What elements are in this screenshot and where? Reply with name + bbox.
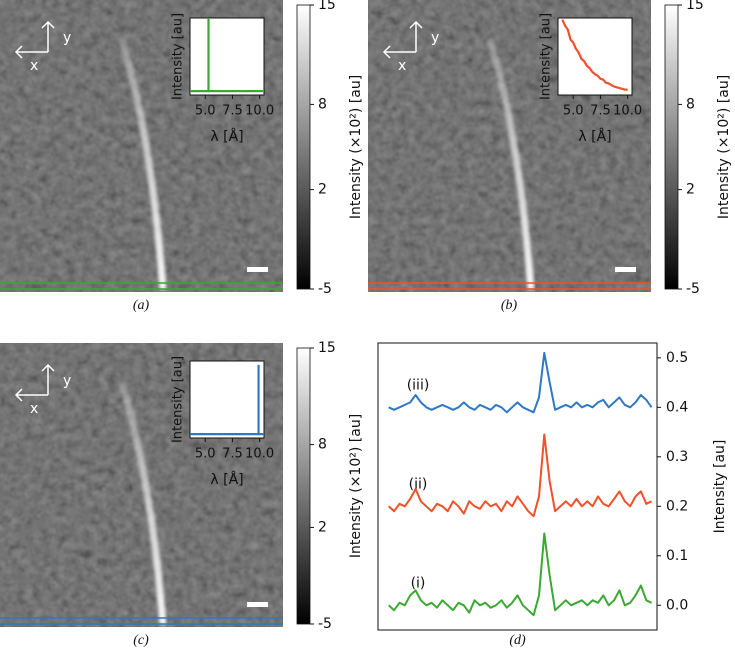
inset-line: [190, 18, 264, 93]
axis-arrows: [14, 20, 55, 59]
fibre-streak: [118, 38, 167, 291]
colorbar-tick-label: 8: [318, 437, 327, 453]
colorbar: [296, 347, 311, 625]
axis-letter: x: [398, 58, 406, 74]
axis-arrows: [382, 20, 423, 59]
inset-tick-label: 5.0: [563, 104, 584, 119]
colorbar-tick-label: -5: [686, 281, 700, 297]
colorbar: [664, 4, 679, 290]
profile-line: [388, 433, 653, 518]
series-label: (i): [411, 575, 426, 591]
scale-bar: [247, 602, 268, 607]
series-label: (ii): [409, 476, 428, 492]
colorbar-label: Intensity (×10²) [au]: [716, 75, 732, 219]
axis-letter: y: [63, 373, 71, 389]
inset-tick-label: 7.5: [590, 104, 611, 119]
axes-frame: [377, 342, 658, 631]
inset-frame: [557, 17, 633, 96]
axis-letter: y: [63, 30, 71, 46]
colorbar-tick-label: 2: [686, 182, 695, 198]
colorbar-tick-label: 8: [318, 96, 327, 112]
inset-ylabel: Intensity [au]: [171, 356, 186, 443]
axis-letter: x: [30, 401, 38, 417]
profile-line: [388, 351, 653, 414]
y-tick-label: 0.0: [666, 597, 688, 613]
y-tick-label: 0.4: [666, 399, 688, 415]
inset-tick-label: 7.5: [222, 447, 243, 462]
axis-letter: y: [431, 30, 439, 46]
colorbar-label: Intensity (×10²) [au]: [348, 75, 364, 219]
inset-line: [561, 19, 628, 91]
panel-label: (c): [133, 633, 149, 648]
y-tick-label: 0.2: [666, 498, 688, 514]
colorbar-tick-label: 2: [318, 182, 327, 198]
inset-xlabel: λ [Å]: [210, 471, 243, 488]
inset-ylabel: Intensity [au]: [539, 13, 554, 100]
inset-frame: [189, 360, 265, 439]
colorbar-tick-label: -5: [318, 616, 332, 632]
y-tick-label: 0.3: [666, 449, 688, 465]
inset-xlabel: λ [Å]: [578, 128, 611, 145]
inset-tick-label: 5.0: [195, 447, 216, 462]
colorbar: [296, 4, 311, 290]
colorbar-tick-label: -5: [318, 281, 332, 297]
y-axis-label: Intensity [au]: [712, 440, 728, 534]
inset-line: [190, 364, 264, 436]
colorbar-tick-label: 15: [318, 340, 336, 356]
inset-tick-label: 7.5: [222, 104, 243, 119]
series-label: (iii): [407, 377, 430, 393]
profile-line: [388, 532, 653, 617]
fibre-streak: [118, 381, 167, 626]
panel-label: (b): [501, 298, 518, 313]
axis-letter: x: [30, 58, 38, 74]
colorbar-tick-label: 15: [318, 0, 336, 13]
panel-label: (a): [133, 298, 150, 313]
colorbar-label: Intensity (×10²) [au]: [348, 414, 364, 558]
y-tick-label: 0.5: [666, 350, 688, 366]
axis-arrows: [14, 363, 55, 402]
colorbar-tick-label: 2: [318, 519, 327, 535]
inset-xlabel: λ [Å]: [210, 128, 243, 145]
inset-ylabel: Intensity [au]: [171, 13, 186, 100]
inset-frame: [189, 17, 265, 96]
inset-tick-label: 5.0: [195, 104, 216, 119]
scale-bar: [247, 267, 268, 272]
scale-bar: [615, 267, 636, 272]
fibre-streak: [486, 38, 535, 291]
inset-tick-label: 10.0: [245, 104, 274, 119]
colorbar-tick-label: 8: [686, 96, 695, 112]
inset-tick-label: 10.0: [245, 447, 274, 462]
colorbar-tick-label: 15: [686, 0, 704, 13]
panel-label: (d): [509, 633, 526, 648]
y-tick-label: 0.1: [666, 548, 688, 564]
inset-tick-label: 10.0: [613, 104, 642, 119]
